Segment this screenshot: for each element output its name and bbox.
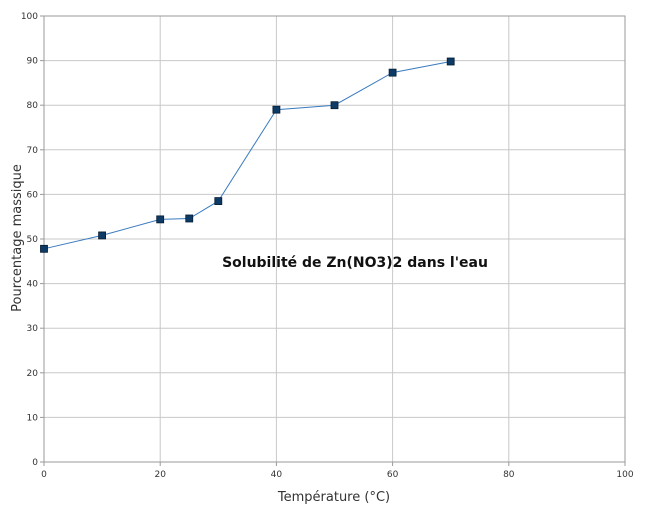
series-line <box>43 61 451 250</box>
data-point-marker <box>98 231 106 240</box>
x-tick-label: 20 <box>154 470 166 480</box>
y-axis-ticks: 0 10 20 30 40 50 60 70 80 90 100 <box>21 12 44 468</box>
x-tick-label: 80 <box>503 470 515 480</box>
x-tick-label: 0 <box>41 470 47 480</box>
x-axis-title: Température (°C) <box>277 490 390 505</box>
y-tick-label: 20 <box>27 369 39 379</box>
data-point-marker <box>272 105 281 114</box>
y-tick-label: 50 <box>27 235 39 245</box>
y-tick-label: 60 <box>27 190 39 200</box>
x-tick-label: 100 <box>616 470 633 480</box>
series-group <box>40 57 455 253</box>
data-point-marker <box>330 101 339 110</box>
x-axis-ticks: 0 20 40 60 80 100 <box>41 462 634 480</box>
y-tick-label: 40 <box>27 280 39 290</box>
grid <box>43 15 626 463</box>
y-tick-label: 10 <box>27 413 39 423</box>
data-point-marker <box>388 68 397 77</box>
data-point-marker <box>156 215 165 224</box>
y-tick-label: 80 <box>27 101 39 111</box>
chart-title: Solubilité de Zn(NO3)2 dans l'eau <box>222 255 488 271</box>
y-tick-label: 70 <box>27 146 39 156</box>
x-tick-label: 60 <box>387 470 399 480</box>
y-axis-title: Pourcentage massique <box>10 164 25 312</box>
y-tick-label: 100 <box>21 12 38 22</box>
data-point-marker <box>40 244 48 253</box>
y-tick-label: 0 <box>32 458 38 468</box>
y-tick-label: 90 <box>27 57 39 67</box>
y-tick-label: 30 <box>27 324 39 334</box>
data-point-marker <box>446 57 455 66</box>
data-point-marker <box>214 197 223 205</box>
data-point-marker <box>185 214 194 223</box>
x-tick-label: 40 <box>271 470 283 480</box>
